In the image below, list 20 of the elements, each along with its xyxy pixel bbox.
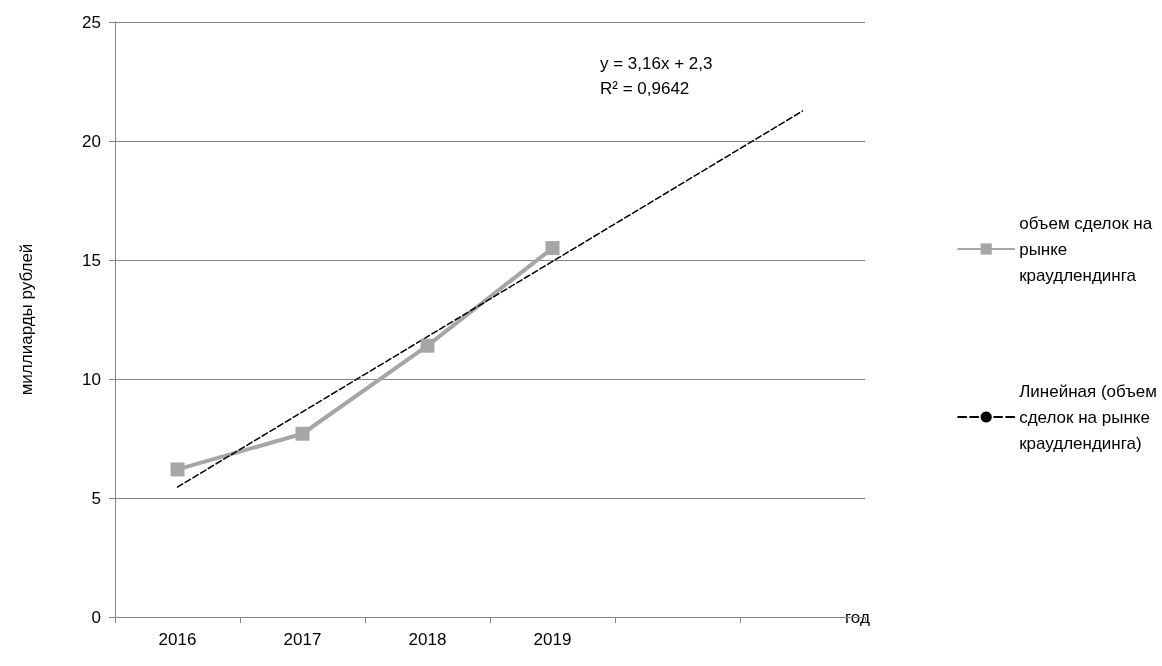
y-axis-title: миллиарды рублей [17,243,36,396]
x-tick-label: 2019 [533,630,572,649]
annotation: y = 3,16x + 2,3 [600,54,713,73]
point [545,241,560,256]
point [420,338,435,353]
line-series [176,110,804,488]
y-tick-label: 0 [91,607,101,627]
y-tick-label: 5 [91,488,101,508]
x-tick-label: 2017 [283,630,322,649]
annotation: R² = 0,9642 [600,79,690,98]
x-tick-label: 2016 [158,630,197,649]
legend-label: Линейная (объем сделок на рынке краудлендинга) [1019,381,1158,453]
point [295,426,310,441]
y-tick-label: 20 [82,131,101,151]
legend-label: объем сделок на рынке краудлендинга [1019,213,1153,285]
y-tick-label: 25 [82,12,101,32]
y-tick-label: 15 [82,250,101,270]
y-tick-label: 10 [82,369,101,389]
point [170,462,185,477]
x-tick-label: 2018 [408,630,447,649]
